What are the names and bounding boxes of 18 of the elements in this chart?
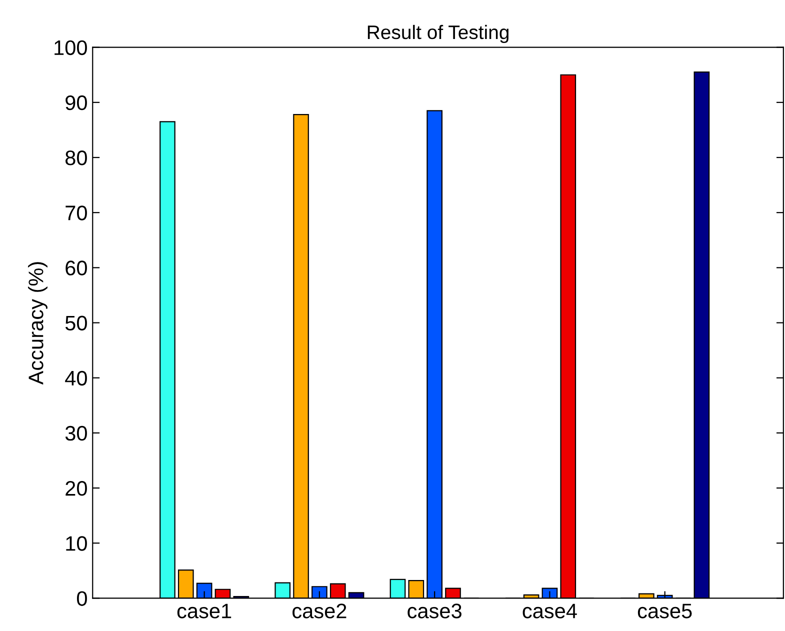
y-tick-label: 50 [65,316,87,331]
x-tick-label: case5 [638,604,692,618]
chart-title: Result of Testing [368,24,508,44]
y-tick-label: 0 [76,591,87,606]
y-tick-label: 70 [66,206,87,220]
x-tick-label: case3 [408,604,462,618]
x-tick-label: case1 [177,604,232,618]
y-tick-label: 30 [65,426,87,441]
x-tick-label: case2 [292,604,346,618]
y-axis-title: Accuracy (%) [28,262,48,385]
y-tick-label: 100 [54,40,87,56]
y-tick-label: 20 [66,481,87,496]
x-tick-label: case4 [522,604,577,618]
y-tick-label: 60 [66,260,87,276]
y-tick-label: 90 [66,95,87,110]
y-tick-label: 40 [65,370,87,386]
y-tick-label: 80 [66,150,87,166]
y-tick-label: 10 [66,536,87,551]
